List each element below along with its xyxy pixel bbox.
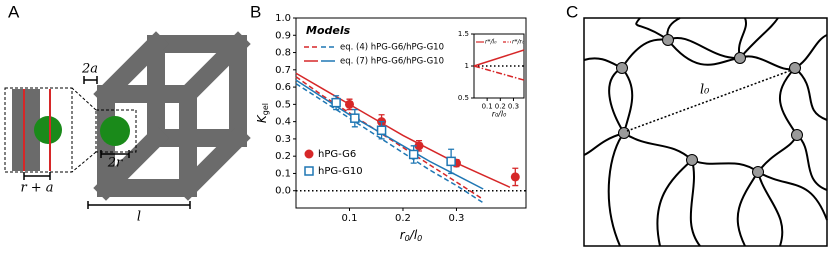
legend-label: hPG-G10 xyxy=(318,166,363,177)
dimension-label: 2r xyxy=(107,156,123,171)
x-tick-label: 0.2 xyxy=(395,213,411,224)
model-line xyxy=(295,83,484,204)
y-axis-label: Kgel xyxy=(255,103,270,123)
data-point xyxy=(376,125,387,136)
data-point xyxy=(331,97,341,108)
y-tick-label: 0.3 xyxy=(275,134,291,145)
legend-label: hPG-G6 xyxy=(318,149,356,160)
y-tick-label: 0.8 xyxy=(275,48,291,59)
dimension-label: 2a xyxy=(81,62,98,77)
y-tick-label: 0.4 xyxy=(275,117,291,128)
dimension-label: r + a xyxy=(20,181,53,196)
distance-label: l₀ xyxy=(700,83,710,98)
ratio-line xyxy=(473,65,525,81)
particle xyxy=(100,116,130,146)
legend-label: eq. (7) hPG-G6/hPG-G10 xyxy=(340,57,444,67)
x-tick-label: 0.3 xyxy=(508,103,519,111)
y-tick-label: 0.6 xyxy=(275,82,291,93)
dimension-label: l xyxy=(137,210,141,225)
cube xyxy=(93,31,251,201)
y-tick-label: 0.0 xyxy=(275,186,291,197)
data-point xyxy=(344,99,354,109)
y-tick-label: 0.9 xyxy=(275,30,291,41)
network-box xyxy=(583,17,828,247)
x-label-part: 0 xyxy=(405,234,410,243)
legend-label: r*/l₀ xyxy=(485,39,497,46)
plot-frame xyxy=(295,17,527,209)
x-label-part: l xyxy=(414,228,418,242)
particle xyxy=(34,116,62,144)
y-tick-label: 1.5 xyxy=(458,30,469,38)
panel-label: A xyxy=(8,2,20,21)
legend-title: Models xyxy=(306,24,351,37)
axis-lines xyxy=(23,89,51,171)
data-point xyxy=(408,149,419,160)
data-point xyxy=(414,141,424,151)
x-label-part: 0 xyxy=(417,234,422,243)
y-label-main: K xyxy=(255,114,269,123)
ratio-line xyxy=(473,49,525,67)
dimension xyxy=(83,76,98,84)
panel-label: B xyxy=(250,2,261,21)
x-tick-label: 0.1 xyxy=(482,103,493,111)
y-tick-label: 1.0 xyxy=(275,13,291,24)
data-point xyxy=(510,172,520,182)
x-axis-label: r0/l0 xyxy=(400,228,423,243)
data-point xyxy=(350,113,360,123)
x-tick-label: 0.3 xyxy=(449,213,465,224)
data-point xyxy=(446,156,456,167)
panel-label: C xyxy=(566,2,578,21)
legend-marker xyxy=(304,149,314,159)
x-tick-label: 0.1 xyxy=(342,213,358,224)
dimension xyxy=(23,172,51,180)
zoom-lines xyxy=(71,87,97,173)
y-tick-label: 0.5 xyxy=(458,94,469,102)
y-tick-label: 0.2 xyxy=(275,151,291,162)
legend-label: r*/r₀ xyxy=(512,39,525,46)
distance-line xyxy=(626,69,793,132)
y-tick-label: 0.1 xyxy=(275,168,291,179)
x-label-part: r xyxy=(400,228,406,242)
legend-marker xyxy=(304,166,314,176)
model-line xyxy=(295,72,511,188)
x-tick-label: 0.2 xyxy=(495,103,506,111)
legend-label: eq. (4) hPG-G6/hPG-G10 xyxy=(340,43,444,53)
dimension xyxy=(87,201,191,209)
zoom-box xyxy=(95,109,137,153)
y-tick-label: 0.7 xyxy=(275,65,291,76)
crosslinks xyxy=(616,34,803,178)
y-tick-label: 0.5 xyxy=(275,99,291,110)
y-tick-label: 1 xyxy=(465,62,469,70)
x-label-part: / xyxy=(409,228,416,242)
dimension xyxy=(100,150,130,158)
x-axis-label: r₀/l₀ xyxy=(492,110,507,119)
y-label-sub: gel xyxy=(261,103,270,115)
